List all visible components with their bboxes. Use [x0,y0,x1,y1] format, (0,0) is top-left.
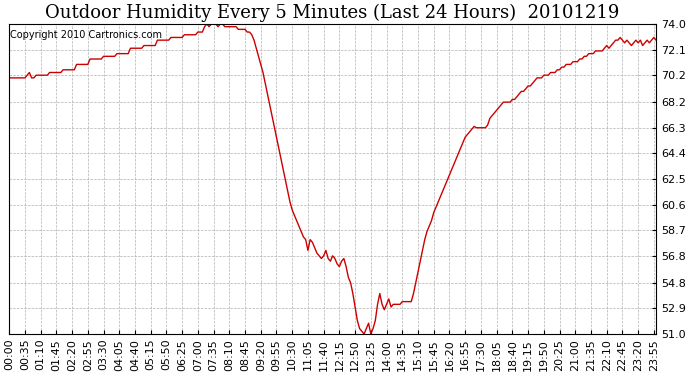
Text: Copyright 2010 Cartronics.com: Copyright 2010 Cartronics.com [10,30,162,40]
Title: Outdoor Humidity Every 5 Minutes (Last 24 Hours)  20101219: Outdoor Humidity Every 5 Minutes (Last 2… [46,4,620,22]
